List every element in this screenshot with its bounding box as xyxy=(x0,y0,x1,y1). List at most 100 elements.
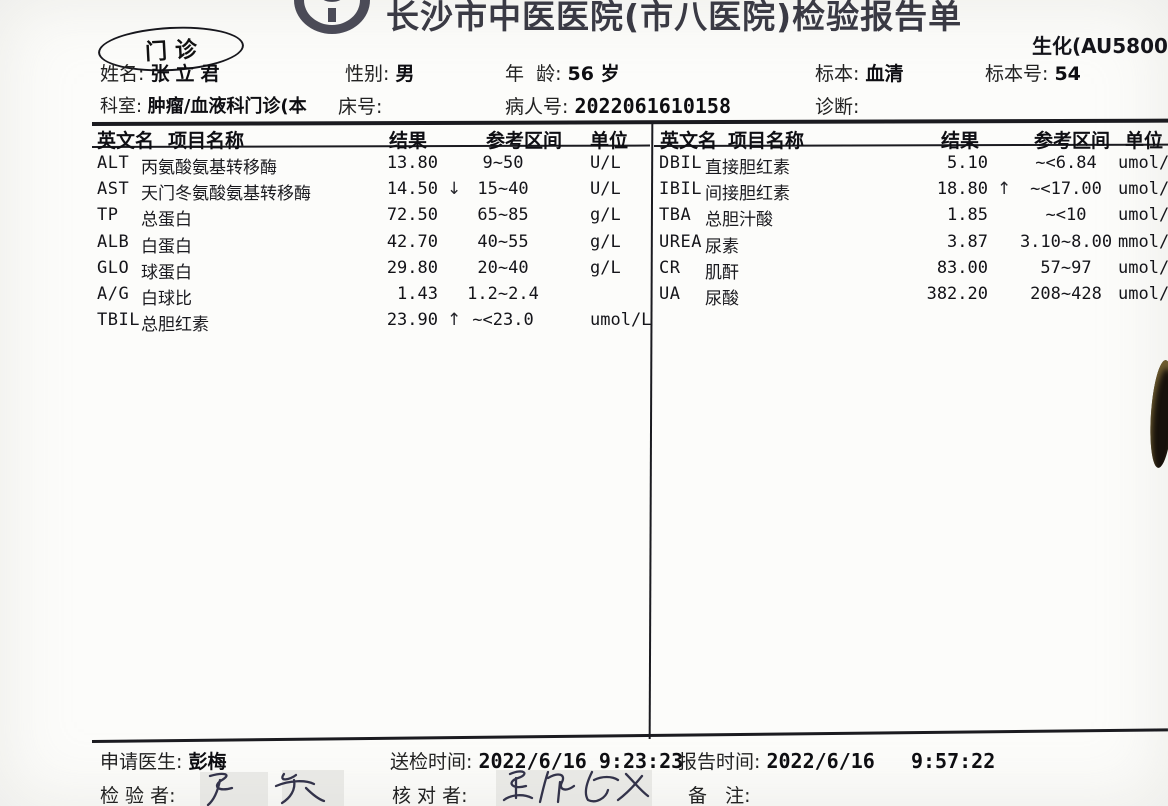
test-name: 球蛋白 xyxy=(141,262,192,283)
result-flag-icon: ↓ xyxy=(447,179,462,200)
specimen-field: 标本: 血清 xyxy=(815,63,904,85)
reference-range: 208~428 xyxy=(1030,283,1102,304)
result-row: GLO 球蛋白 29.80 20~40 g/L xyxy=(93,258,650,284)
col-result-header: 结果 xyxy=(940,130,979,152)
test-code: A/G xyxy=(97,283,130,304)
department-field: 科室: 肿瘤/血液科门诊(本 xyxy=(100,96,307,117)
test-result: 1.85 xyxy=(947,205,988,226)
tester-label: 检 验 者: xyxy=(100,785,182,806)
result-row: A/G 白球比 1.43 1.2~2.4 xyxy=(93,284,650,310)
test-result: 14.50 xyxy=(386,179,438,200)
result-row: ALT 丙氨酸氨基转移酶 13.80 9~50 U/L xyxy=(93,153,650,179)
checker-label: 核 对 者: xyxy=(392,785,474,806)
table-bottom-border xyxy=(91,728,1168,743)
test-name: 天门冬氨酸氨基转移酶 xyxy=(141,184,311,205)
reference-range: 20~40 xyxy=(477,257,529,278)
remark-label: 备 注: xyxy=(688,785,757,806)
col-range-header: 参考区间 xyxy=(485,130,562,152)
test-unit: g/L xyxy=(590,205,621,226)
result-row: TBA 总胆汁酸 1.85 ~<10 umol/L xyxy=(655,205,1168,231)
test-code: ALB xyxy=(97,231,130,252)
result-row: TP 总蛋白 72.50 65~85 g/L xyxy=(93,205,650,231)
reference-range: 57~97 xyxy=(1040,257,1092,278)
col-name-header: 项目名称 xyxy=(168,130,245,152)
test-code: AST xyxy=(97,179,130,200)
panel-name: 生化(AU5800) xyxy=(1032,34,1168,58)
test-result: 3.87 xyxy=(947,231,988,252)
specimen-no-field: 标本号: 54 xyxy=(985,63,1081,85)
result-row: DBIL 直接胆红素 5.10 ~<6.84 umol/L xyxy=(655,153,1168,179)
test-code: CR xyxy=(659,257,681,278)
test-name: 肌酐 xyxy=(705,262,739,283)
test-name: 尿素 xyxy=(705,236,739,257)
test-name: 白蛋白 xyxy=(141,236,192,257)
result-row: UREA 尿素 3.87 3.10~8.00 mmol/L xyxy=(655,232,1168,258)
test-result: 1.43 xyxy=(397,283,438,304)
test-name: 白球比 xyxy=(141,288,192,309)
result-row: CR 肌酐 83.00 57~97 umol/L xyxy=(655,258,1168,284)
hospital-logo-icon xyxy=(294,0,370,34)
test-name: 尿酸 xyxy=(705,288,739,309)
diagnosis-field: 诊断: xyxy=(815,96,866,118)
right-table-header: 英文名 项目名称 结果 参考区间 单位 xyxy=(655,126,1168,152)
send-time-field: 送检时间: 2022/6/16 9:23:23 xyxy=(390,749,684,773)
test-code: ALT xyxy=(97,153,130,173)
test-code: UA xyxy=(659,283,681,304)
request-doctor-field: 申请医生: 彭梅 xyxy=(100,751,227,773)
col-unit-header: 单位 xyxy=(590,130,629,152)
test-code: GLO xyxy=(97,257,130,278)
col-code-header: 英文名 xyxy=(660,130,718,152)
test-code: TBIL xyxy=(97,310,140,331)
col-unit-header: 单位 xyxy=(1125,130,1164,152)
patient-name-field: 姓名: 张立君 xyxy=(100,63,226,85)
patient-age-field: 年 龄: 56 岁 xyxy=(505,63,620,85)
col-result-header: 结果 xyxy=(388,130,427,152)
col-code-header: 英文名 xyxy=(97,130,155,152)
table-top-border xyxy=(91,118,1168,126)
test-name: 总胆红素 xyxy=(141,315,209,336)
test-unit: mmol/L xyxy=(1118,231,1168,252)
test-code: TBA xyxy=(659,205,692,226)
test-unit: umol/L xyxy=(1118,257,1168,278)
patient-no-field: 病人号: 2022061610158 xyxy=(505,94,731,118)
test-code: TP xyxy=(97,205,119,226)
test-name: 总蛋白 xyxy=(141,210,192,231)
reference-range: 1.2~2.4 xyxy=(467,283,539,304)
reference-range: ~<23.0 xyxy=(472,310,534,331)
tester-signature xyxy=(206,772,326,806)
test-unit: umol/L xyxy=(1118,153,1168,173)
reference-range: 40~55 xyxy=(477,231,529,252)
test-unit: umol/L xyxy=(1118,179,1168,200)
test-unit: g/L xyxy=(590,257,621,278)
col-name-header: 项目名称 xyxy=(728,130,805,152)
test-result: 72.50 xyxy=(386,205,438,226)
test-name: 总胆汁酸 xyxy=(705,210,773,231)
test-name: 丙氨酸氨基转移酶 xyxy=(141,158,277,178)
test-unit: umol/L xyxy=(590,310,652,331)
test-result: 382.20 xyxy=(926,283,988,304)
test-unit: U/L xyxy=(590,153,621,173)
report-time-field: 报告时间: 2022/6/16 9:57:22 xyxy=(678,749,996,773)
checker-signature xyxy=(502,770,650,804)
result-row: IBIL 间接胆红素 18.80 ↑ ~<17.00 umol/L xyxy=(655,179,1168,205)
right-results-table: DBIL 直接胆红素 5.10 ~<6.84 umol/L IBIL 间接胆红素… xyxy=(655,153,1168,310)
result-row: AST 天门冬氨酸氨基转移酶 14.50 ↓ 15~40 U/L xyxy=(93,179,650,205)
test-code: DBIL xyxy=(659,153,702,173)
test-unit: g/L xyxy=(590,231,621,252)
reference-range: ~<10 xyxy=(1045,205,1087,226)
test-result: 83.00 xyxy=(936,257,988,278)
result-flag-icon: ↑ xyxy=(447,310,462,331)
test-unit: umol/L xyxy=(1118,205,1168,226)
test-name: 间接胆红素 xyxy=(705,184,790,205)
result-row: ALB 白蛋白 42.70 40~55 g/L xyxy=(93,232,650,258)
test-result: 29.80 xyxy=(386,257,438,278)
reference-range: 15~40 xyxy=(477,179,529,200)
reference-range: ~<17.00 xyxy=(1030,179,1102,200)
reference-range: 9~50 xyxy=(482,153,524,173)
patient-sex-field: 性别: 男 xyxy=(345,63,415,85)
signature-scan-shade xyxy=(282,770,344,806)
left-results-table: ALT 丙氨酸氨基转移酶 13.80 9~50 U/L AST 天门冬氨酸氨基转… xyxy=(93,153,652,336)
test-name: 直接胆红素 xyxy=(705,158,790,178)
left-table-header: 英文名 项目名称 结果 参考区间 单位 xyxy=(93,126,650,152)
